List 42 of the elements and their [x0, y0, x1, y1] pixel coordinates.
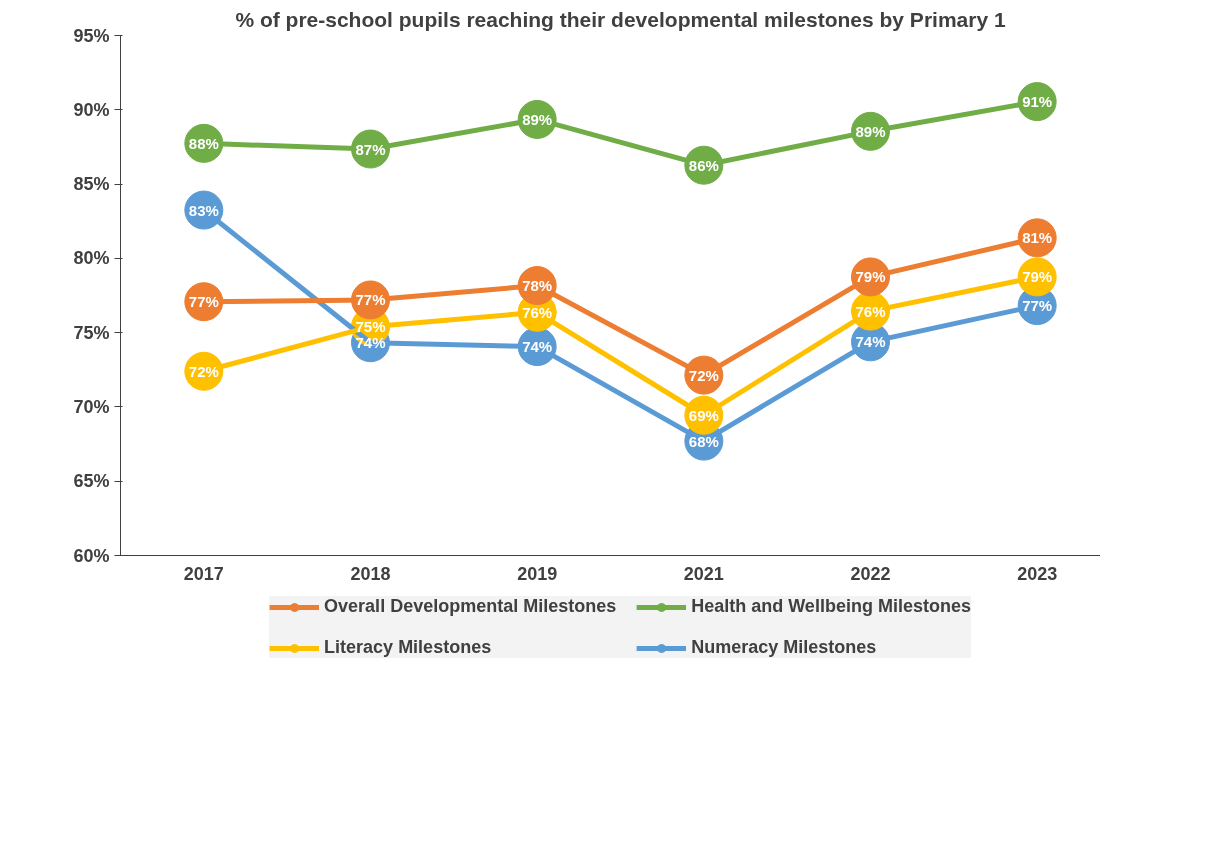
- data-label: 86%: [688, 156, 719, 174]
- x-tick-label: 2022: [850, 563, 891, 584]
- x-tick-label: 2017: [183, 563, 224, 584]
- y-tick-label: 85%: [73, 174, 110, 195]
- x-tick-label: 2018: [350, 563, 391, 584]
- data-label: 72%: [688, 366, 719, 384]
- data-label: 75%: [355, 318, 386, 336]
- x-tick-label: 2023: [1017, 563, 1058, 584]
- data-label: 79%: [855, 268, 886, 286]
- data-label: 77%: [355, 291, 386, 309]
- x-tick-label: 2021: [683, 563, 724, 584]
- y-tick-label: 75%: [73, 322, 110, 343]
- data-label: 89%: [522, 110, 553, 128]
- legend-label: Health and Wellbeing Milestones: [691, 596, 971, 617]
- legend-label: Overall Developmental Milestones: [324, 596, 617, 617]
- data-label: 81%: [1022, 229, 1053, 247]
- y-tick-label: 70%: [73, 396, 110, 417]
- data-label: 69%: [688, 406, 719, 424]
- data-label: 78%: [522, 277, 553, 295]
- y-tick-label: 60%: [73, 545, 110, 566]
- y-tick-label: 90%: [73, 99, 110, 120]
- data-label: 83%: [188, 201, 219, 219]
- y-tick-label: 80%: [73, 248, 110, 269]
- data-label: 74%: [855, 333, 886, 351]
- data-label: 68%: [688, 432, 719, 450]
- data-label: 89%: [855, 122, 886, 140]
- data-label: 76%: [522, 303, 553, 321]
- data-label: 79%: [1022, 268, 1053, 286]
- data-label: 87%: [355, 140, 386, 158]
- data-label: 91%: [1022, 93, 1053, 111]
- y-tick-label: 95%: [73, 25, 110, 46]
- legend-label: Literacy Milestones: [324, 637, 492, 658]
- data-label: 72%: [188, 362, 219, 380]
- chart-title: % of pre-school pupils reaching their developmental milestones by Primary 1: [235, 7, 1006, 31]
- data-label: 88%: [188, 134, 219, 152]
- data-label: 74%: [522, 338, 553, 356]
- data-label: 76%: [855, 302, 886, 320]
- y-tick-label: 65%: [73, 471, 110, 492]
- legend-label: Numeracy Milestones: [691, 637, 877, 658]
- data-label: 77%: [1022, 297, 1053, 315]
- x-tick-label: 2019: [517, 563, 558, 584]
- data-label: 77%: [188, 293, 219, 311]
